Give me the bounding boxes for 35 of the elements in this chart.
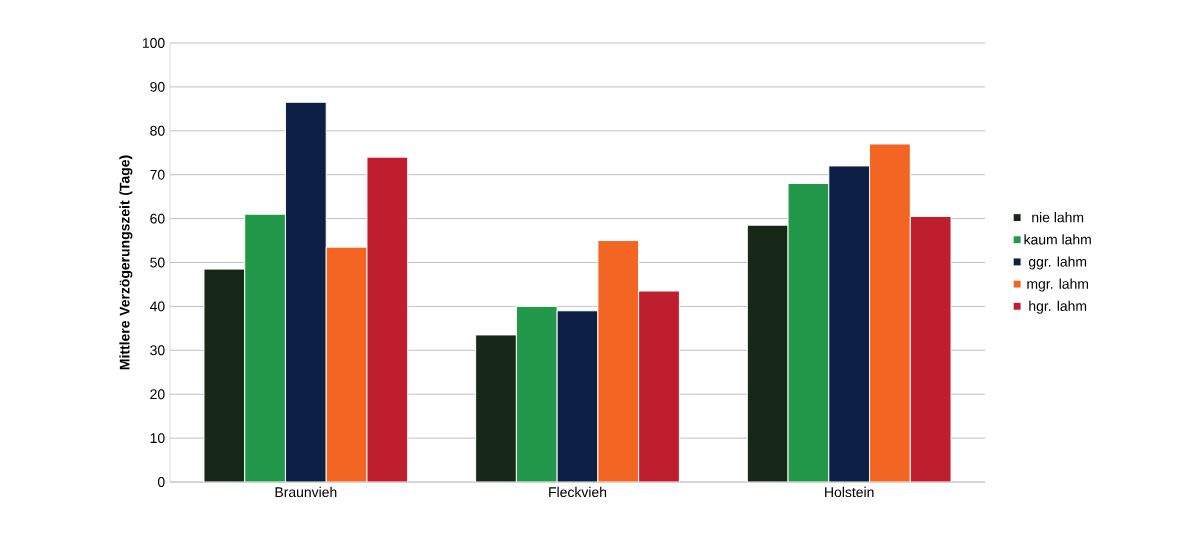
y-axis-title: Mittlere Verzögerungszeit (Tage) bbox=[119, 155, 133, 370]
bar bbox=[244, 213, 286, 482]
bar bbox=[556, 310, 599, 482]
x-tick-label: Fleckvieh bbox=[549, 486, 607, 498]
y-tick-label: 20 bbox=[150, 389, 165, 400]
y-tick-label: 80 bbox=[150, 125, 165, 136]
bar bbox=[828, 165, 871, 482]
bar bbox=[284, 101, 327, 482]
bar bbox=[787, 182, 830, 482]
bar bbox=[203, 268, 246, 482]
bar bbox=[869, 143, 911, 482]
x-tick-label: Braunvieh bbox=[275, 486, 337, 498]
bar bbox=[475, 334, 517, 482]
bar bbox=[909, 215, 952, 482]
legend-label: mgr. lahm bbox=[1027, 278, 1089, 292]
bar bbox=[325, 246, 368, 482]
bar bbox=[597, 240, 640, 482]
bar bbox=[638, 290, 680, 482]
x-tick-label: Holstein bbox=[825, 486, 874, 498]
legend-label: hgr. lahm bbox=[1029, 300, 1087, 314]
legend-label: nie lahm bbox=[1032, 212, 1084, 223]
bar bbox=[366, 156, 409, 482]
bar bbox=[746, 224, 789, 482]
bar bbox=[515, 305, 558, 482]
legend-label: ggr. lahm bbox=[1028, 256, 1087, 270]
y-tick-label: 90 bbox=[150, 81, 165, 92]
y-tick-label: 100 bbox=[142, 38, 165, 48]
y-tick-label: 10 bbox=[150, 433, 165, 444]
y-tick-label: 60 bbox=[150, 213, 165, 224]
y-tick-label: 30 bbox=[150, 345, 165, 356]
legend-label: kaum lahm bbox=[1024, 234, 1091, 245]
y-tick-label: 50 bbox=[150, 257, 165, 268]
y-tick-label: 70 bbox=[150, 169, 165, 180]
y-tick-label: 0 bbox=[157, 477, 165, 487]
y-tick-label: 40 bbox=[149, 301, 165, 312]
